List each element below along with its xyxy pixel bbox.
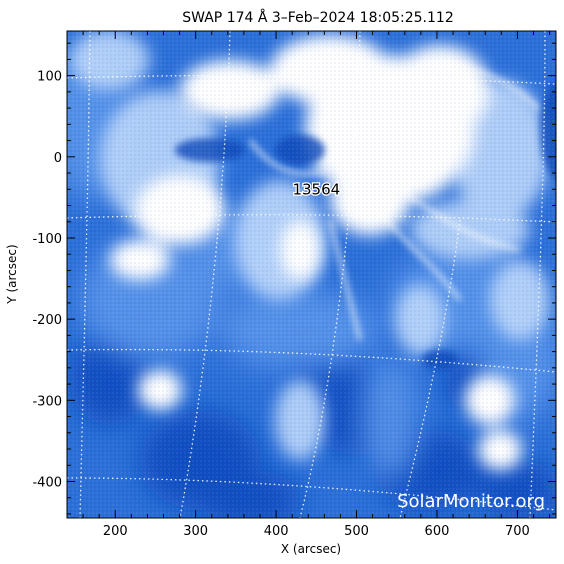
plot-frame: [66, 30, 557, 519]
y-tick-label: -300: [32, 394, 62, 409]
x-tick-label: 400: [264, 524, 289, 539]
solar-image: [67, 31, 556, 518]
x-tick-label: 300: [183, 524, 208, 539]
y-axis-title: Y (arcsec): [5, 244, 19, 304]
y-tick-label: -400: [32, 475, 62, 490]
heliographic-grid: [67, 31, 556, 518]
y-tick-label: -200: [32, 313, 62, 328]
x-tick-label: 500: [344, 524, 369, 539]
axis-ticks: [66, 31, 556, 518]
image-title: SWAP 174 Å 3–Feb–2024 18:05:25.112: [182, 9, 453, 26]
y-tick-label: -100: [32, 232, 62, 247]
y-tick-label: 100: [37, 70, 62, 85]
axis-tick-labels: 200 300 400 500 600 700 100 0 -100 -200 -300 -400: [32, 70, 529, 539]
x-tick-label: 700: [505, 524, 530, 539]
y-tick-label: 0: [54, 151, 62, 166]
x-axis-title: X (arcsec): [281, 542, 341, 556]
x-tick-label: 200: [103, 524, 128, 539]
x-tick-label: 600: [425, 524, 450, 539]
active-region-label: 13564: [292, 180, 340, 198]
solarmonitor-watermark: SolarMonitor.org: [397, 491, 545, 512]
